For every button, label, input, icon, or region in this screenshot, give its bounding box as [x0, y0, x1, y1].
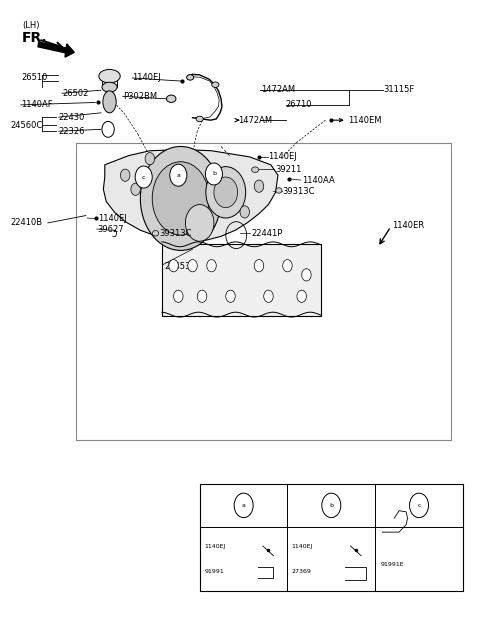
- Circle shape: [197, 290, 207, 302]
- Text: 1140EJ: 1140EJ: [291, 544, 312, 549]
- Ellipse shape: [167, 95, 176, 102]
- Circle shape: [301, 269, 311, 281]
- Circle shape: [226, 290, 235, 302]
- Text: 39627: 39627: [97, 225, 124, 233]
- Text: 1140EM: 1140EM: [348, 115, 382, 125]
- Text: 1140AA: 1140AA: [301, 176, 335, 184]
- Circle shape: [264, 290, 273, 302]
- Circle shape: [254, 260, 264, 272]
- Ellipse shape: [196, 116, 203, 122]
- Text: 1472AM: 1472AM: [261, 85, 296, 94]
- Ellipse shape: [99, 70, 120, 83]
- Ellipse shape: [252, 167, 259, 173]
- Text: 1140EJ: 1140EJ: [268, 152, 297, 162]
- Circle shape: [174, 290, 183, 302]
- Text: c: c: [417, 503, 421, 508]
- Ellipse shape: [153, 231, 158, 236]
- Circle shape: [206, 167, 246, 218]
- Text: 39211: 39211: [276, 165, 302, 173]
- Text: a: a: [242, 503, 246, 508]
- Circle shape: [170, 164, 187, 186]
- Circle shape: [185, 205, 214, 241]
- Text: c: c: [142, 175, 145, 180]
- Bar: [76, 143, 451, 440]
- Circle shape: [102, 122, 114, 138]
- Text: b: b: [329, 503, 333, 508]
- Circle shape: [188, 260, 197, 272]
- Circle shape: [409, 493, 429, 518]
- Text: 1472AM: 1472AM: [238, 115, 272, 125]
- Circle shape: [152, 162, 209, 235]
- Ellipse shape: [187, 75, 194, 80]
- Polygon shape: [103, 149, 278, 241]
- Text: 91991E: 91991E: [381, 561, 405, 567]
- Circle shape: [240, 206, 250, 218]
- Text: 31115F: 31115F: [384, 85, 415, 94]
- Circle shape: [322, 493, 341, 518]
- Circle shape: [283, 260, 292, 272]
- Ellipse shape: [276, 188, 282, 193]
- Bar: [162, 244, 321, 317]
- Text: 22326: 22326: [59, 126, 85, 136]
- Circle shape: [140, 146, 221, 251]
- Text: 26502: 26502: [62, 89, 88, 97]
- Text: FR.: FR.: [22, 31, 48, 44]
- Circle shape: [169, 260, 179, 272]
- Text: 27369: 27369: [291, 569, 311, 574]
- Circle shape: [297, 290, 306, 302]
- Ellipse shape: [103, 91, 116, 113]
- Circle shape: [131, 183, 140, 196]
- Text: 22453A: 22453A: [164, 262, 196, 271]
- Circle shape: [254, 180, 264, 193]
- Ellipse shape: [212, 82, 219, 88]
- Circle shape: [214, 177, 238, 207]
- Text: 91991: 91991: [204, 569, 224, 574]
- Text: 1140EJ: 1140EJ: [132, 73, 161, 83]
- Text: 24560C: 24560C: [10, 120, 42, 130]
- Ellipse shape: [102, 82, 117, 92]
- Text: a: a: [176, 173, 180, 178]
- Text: (LH): (LH): [22, 21, 39, 30]
- Text: P302BM: P302BM: [123, 92, 157, 101]
- Text: 39313C: 39313C: [159, 229, 192, 238]
- Text: 22430: 22430: [59, 113, 85, 122]
- Circle shape: [135, 166, 152, 188]
- Text: 1140AF: 1140AF: [21, 101, 52, 109]
- Text: 26510: 26510: [22, 73, 48, 83]
- Circle shape: [207, 260, 216, 272]
- Circle shape: [205, 163, 222, 185]
- Text: 1140ER: 1140ER: [392, 222, 424, 231]
- Text: 22441P: 22441P: [252, 229, 283, 238]
- Text: 22410B: 22410B: [10, 218, 42, 228]
- Text: 26710: 26710: [285, 101, 312, 109]
- Circle shape: [234, 493, 253, 518]
- Text: b: b: [212, 172, 216, 176]
- Circle shape: [145, 152, 155, 165]
- Text: 39313C: 39313C: [283, 186, 315, 196]
- Bar: [200, 484, 463, 591]
- Text: 1140EJ: 1140EJ: [204, 544, 226, 549]
- FancyArrow shape: [38, 42, 74, 57]
- Text: 1140EJ: 1140EJ: [97, 214, 126, 223]
- Circle shape: [120, 169, 130, 181]
